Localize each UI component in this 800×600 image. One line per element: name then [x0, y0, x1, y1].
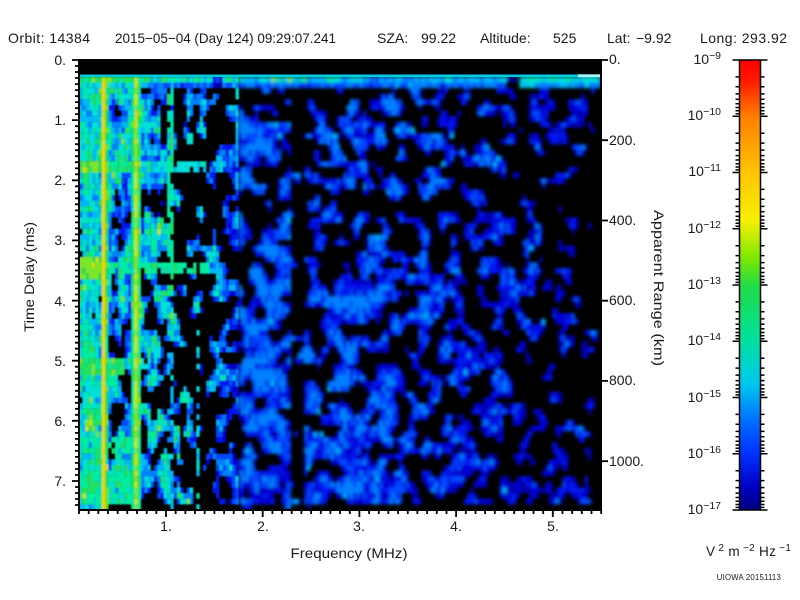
svg-text:1.: 1.: [54, 112, 66, 128]
svg-text:−9.92: −9.92: [636, 30, 672, 46]
svg-text:Frequency (MHz): Frequency (MHz): [291, 545, 408, 561]
svg-text:5.: 5.: [547, 518, 559, 534]
svg-text:Orbit: 14384: Orbit: 14384: [8, 30, 90, 46]
svg-text:Lat:: Lat:: [607, 30, 630, 46]
svg-text:99.22: 99.22: [421, 30, 456, 46]
svg-text:600.: 600.: [609, 292, 636, 308]
svg-text:Altitude:: Altitude:: [480, 30, 531, 46]
svg-text:V 2 m −2 Hz −1: V 2 m −2 Hz −1: [706, 543, 791, 559]
svg-text:800.: 800.: [609, 372, 636, 388]
svg-text:200.: 200.: [609, 132, 636, 148]
svg-text:0.: 0.: [54, 52, 66, 68]
svg-text:6.: 6.: [54, 413, 66, 429]
svg-text:7.: 7.: [54, 473, 66, 489]
svg-text:4.: 4.: [450, 518, 462, 534]
svg-text:400.: 400.: [609, 212, 636, 228]
svg-text:2.: 2.: [54, 172, 66, 188]
svg-text:2015−05−04 (Day 124) 09:29:07.: 2015−05−04 (Day 124) 09:29:07.241: [115, 30, 336, 46]
svg-text:2.: 2.: [257, 518, 269, 534]
svg-text:SZA:: SZA:: [377, 30, 408, 46]
svg-text:3.: 3.: [54, 232, 66, 248]
svg-text:1000.: 1000.: [609, 453, 644, 469]
svg-text:Apparent Range (km): Apparent Range (km): [651, 210, 667, 366]
svg-text:525: 525: [553, 30, 577, 46]
svg-text:Long: 293.92: Long: 293.92: [700, 30, 787, 46]
svg-text:1.: 1.: [160, 518, 172, 534]
svg-text:4.: 4.: [54, 293, 66, 309]
svg-text:5.: 5.: [54, 353, 66, 369]
svg-text:UIOWA 20151113: UIOWA 20151113: [717, 573, 781, 582]
svg-text:3.: 3.: [353, 518, 365, 534]
svg-text:0.: 0.: [609, 51, 621, 67]
svg-text:Time Delay (ms): Time Delay (ms): [21, 222, 37, 332]
